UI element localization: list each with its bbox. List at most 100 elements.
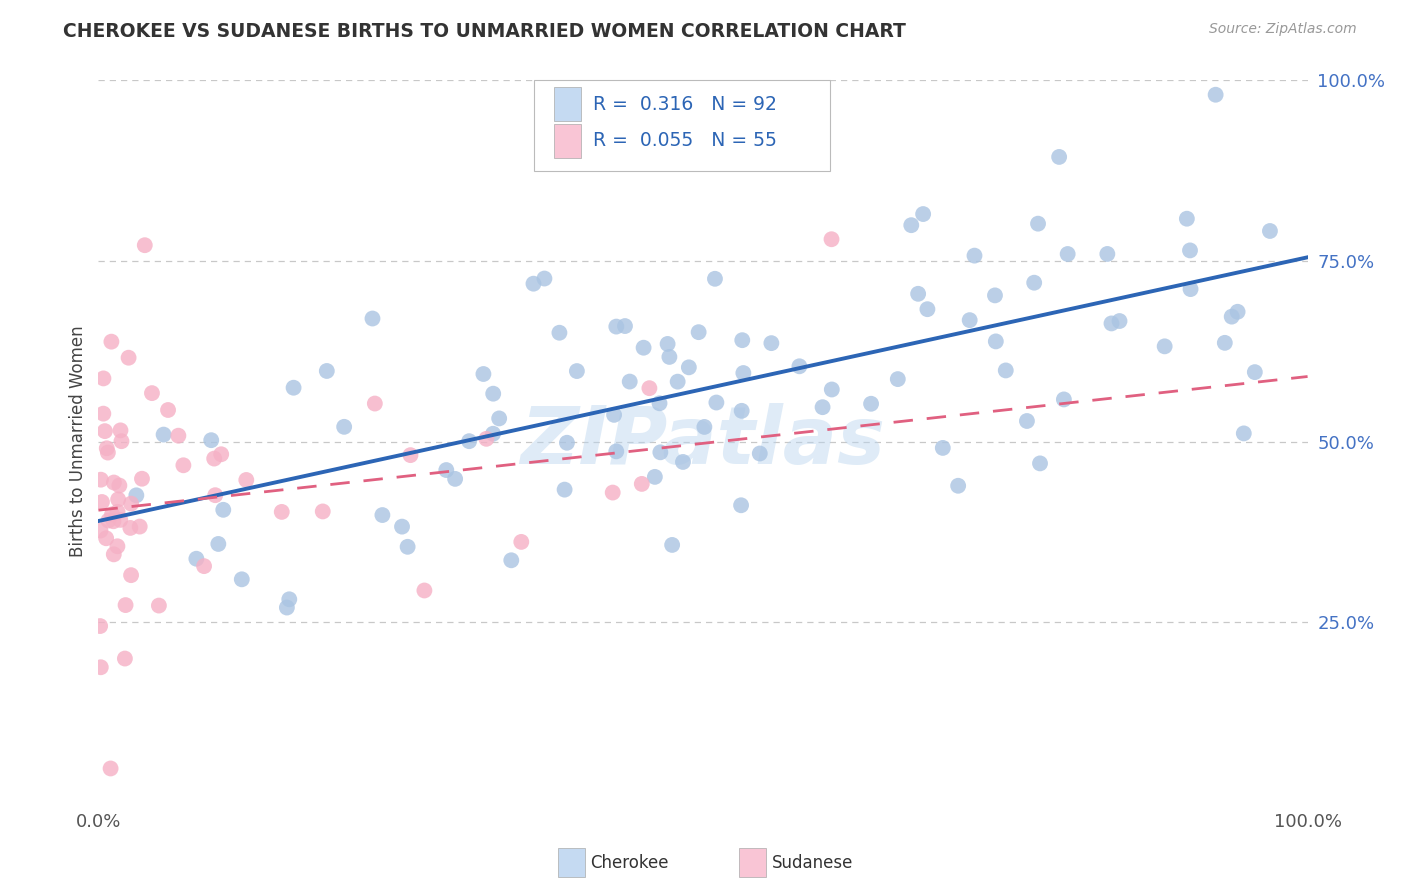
Point [103, 514, 125, 528]
Point [554, 483, 576, 497]
Point [522, 277, 544, 291]
Point [565, 364, 588, 378]
Point [276, 600, 298, 615]
Point [688, 325, 710, 339]
Point [100, 762, 122, 776]
Point [912, 207, 935, 221]
Point [396, 540, 419, 554]
Point [107, 492, 129, 507]
Point [207, 537, 229, 551]
Point [1213, 335, 1236, 350]
Point [209, 447, 232, 461]
Point [555, 435, 578, 450]
Point [706, 395, 728, 409]
Point [128, 519, 150, 533]
Point [364, 396, 387, 410]
Point [666, 375, 689, 389]
Point [96, 442, 118, 456]
Point [193, 559, 215, 574]
Point [231, 572, 253, 586]
Text: Sudanese: Sudanese [772, 854, 853, 871]
Point [1024, 276, 1046, 290]
Point [114, 598, 136, 612]
Point [1108, 314, 1130, 328]
Point [820, 232, 842, 246]
Point [200, 433, 222, 447]
Point [186, 551, 208, 566]
Point [731, 404, 754, 418]
Point [361, 311, 384, 326]
Point [458, 434, 481, 449]
Point [107, 539, 129, 553]
Point [932, 441, 955, 455]
Bar [554, 124, 581, 158]
Point [789, 359, 811, 374]
Point [748, 446, 770, 460]
Point [887, 372, 910, 386]
Point [661, 538, 683, 552]
Point [97, 445, 120, 459]
Point [120, 497, 142, 511]
Point [202, 451, 225, 466]
Point [101, 508, 124, 522]
Point [907, 286, 929, 301]
Point [90, 473, 112, 487]
Point [644, 470, 666, 484]
Point [501, 553, 523, 567]
Point [110, 434, 132, 449]
Point [482, 426, 505, 441]
Point [1175, 211, 1198, 226]
Point [1233, 426, 1256, 441]
Point [761, 336, 783, 351]
Point [148, 599, 170, 613]
Point [605, 319, 627, 334]
Point [1047, 150, 1070, 164]
FancyBboxPatch shape [534, 80, 830, 170]
Point [860, 397, 883, 411]
Point [391, 519, 413, 533]
Point [733, 366, 755, 380]
Point [602, 485, 624, 500]
Point [1053, 392, 1076, 407]
Point [315, 364, 337, 378]
Point [152, 427, 174, 442]
Point [110, 423, 132, 437]
Point [91, 407, 114, 421]
Point [959, 313, 981, 327]
Point [96, 531, 118, 545]
Point [413, 583, 436, 598]
Point [94, 424, 117, 438]
Point [1015, 414, 1038, 428]
Point [90, 495, 112, 509]
Point [125, 488, 148, 502]
Point [235, 473, 257, 487]
Point [212, 503, 235, 517]
Point [333, 419, 356, 434]
Point [548, 326, 571, 340]
Point [614, 319, 637, 334]
Point [1029, 456, 1052, 470]
Point [110, 513, 132, 527]
Point [312, 504, 335, 518]
Point [984, 288, 1007, 302]
Point [444, 472, 467, 486]
Point [1243, 365, 1265, 379]
Point [650, 445, 672, 459]
Bar [558, 848, 585, 877]
Point [994, 363, 1017, 377]
Point [1026, 217, 1049, 231]
Point [672, 455, 695, 469]
Point [821, 383, 844, 397]
Point [103, 475, 125, 490]
Point [1220, 310, 1243, 324]
Y-axis label: Births to Unmarried Women: Births to Unmarried Women [69, 326, 87, 558]
Point [1258, 224, 1281, 238]
Point [114, 651, 136, 665]
Point [103, 547, 125, 561]
Point [120, 521, 142, 535]
Point [100, 334, 122, 349]
Point [472, 367, 495, 381]
Bar [554, 87, 581, 121]
Point [120, 568, 142, 582]
Point [984, 334, 1007, 349]
